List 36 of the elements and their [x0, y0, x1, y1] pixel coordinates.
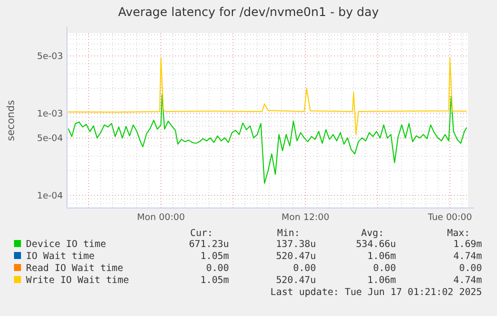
- legend-label: Write IO Wait time: [26, 275, 130, 286]
- text: 1.06m: [367, 275, 396, 286]
- text: 137.38u: [276, 239, 316, 250]
- line-series: [68, 94, 468, 184]
- text: 4.74m: [453, 275, 482, 286]
- y-tick-label: 5e-04: [37, 134, 64, 144]
- legend-label: Device IO time: [26, 239, 106, 250]
- text: 671.23u: [188, 239, 229, 250]
- text: 1.69m: [453, 239, 482, 250]
- legend-label: IO Wait time: [26, 251, 95, 262]
- text: 4.74m: [453, 251, 482, 262]
- x-tick-label: Mon 12:00: [282, 213, 330, 223]
- text: Avg:: [361, 228, 384, 239]
- x-tick-label: Tue 00:00: [426, 213, 472, 223]
- line-series: [68, 57, 468, 136]
- text: Last update: Tue Jun 17 01:21:02 2025: [270, 287, 482, 298]
- text: 0.00: [293, 263, 316, 274]
- x-tick-label: Mon 00:00: [137, 213, 186, 223]
- text: 520.47u: [276, 251, 316, 262]
- chart-title: Average latency for /dev/nvme0n1 - by day: [118, 5, 379, 19]
- y-axis-title: seconds: [6, 100, 17, 141]
- text: 0.00: [206, 263, 230, 274]
- text: 1.06m: [367, 251, 396, 262]
- text: 0.00: [373, 263, 396, 274]
- text: 1.05m: [200, 251, 230, 262]
- text: Max:: [447, 228, 470, 239]
- y-tick-label: 5e-03: [37, 52, 63, 62]
- text: Cur:: [190, 228, 213, 239]
- text: 520.47u: [276, 275, 316, 286]
- y-tick-label: 1e-04: [37, 191, 64, 202]
- text: 534.66u: [356, 239, 396, 250]
- text: 0.00: [459, 263, 482, 274]
- legend-label: Read IO Wait time: [26, 263, 124, 274]
- text: 1.05m: [200, 275, 230, 286]
- y-tick-label: 1e-03: [37, 109, 63, 120]
- text: Min:: [277, 228, 300, 239]
